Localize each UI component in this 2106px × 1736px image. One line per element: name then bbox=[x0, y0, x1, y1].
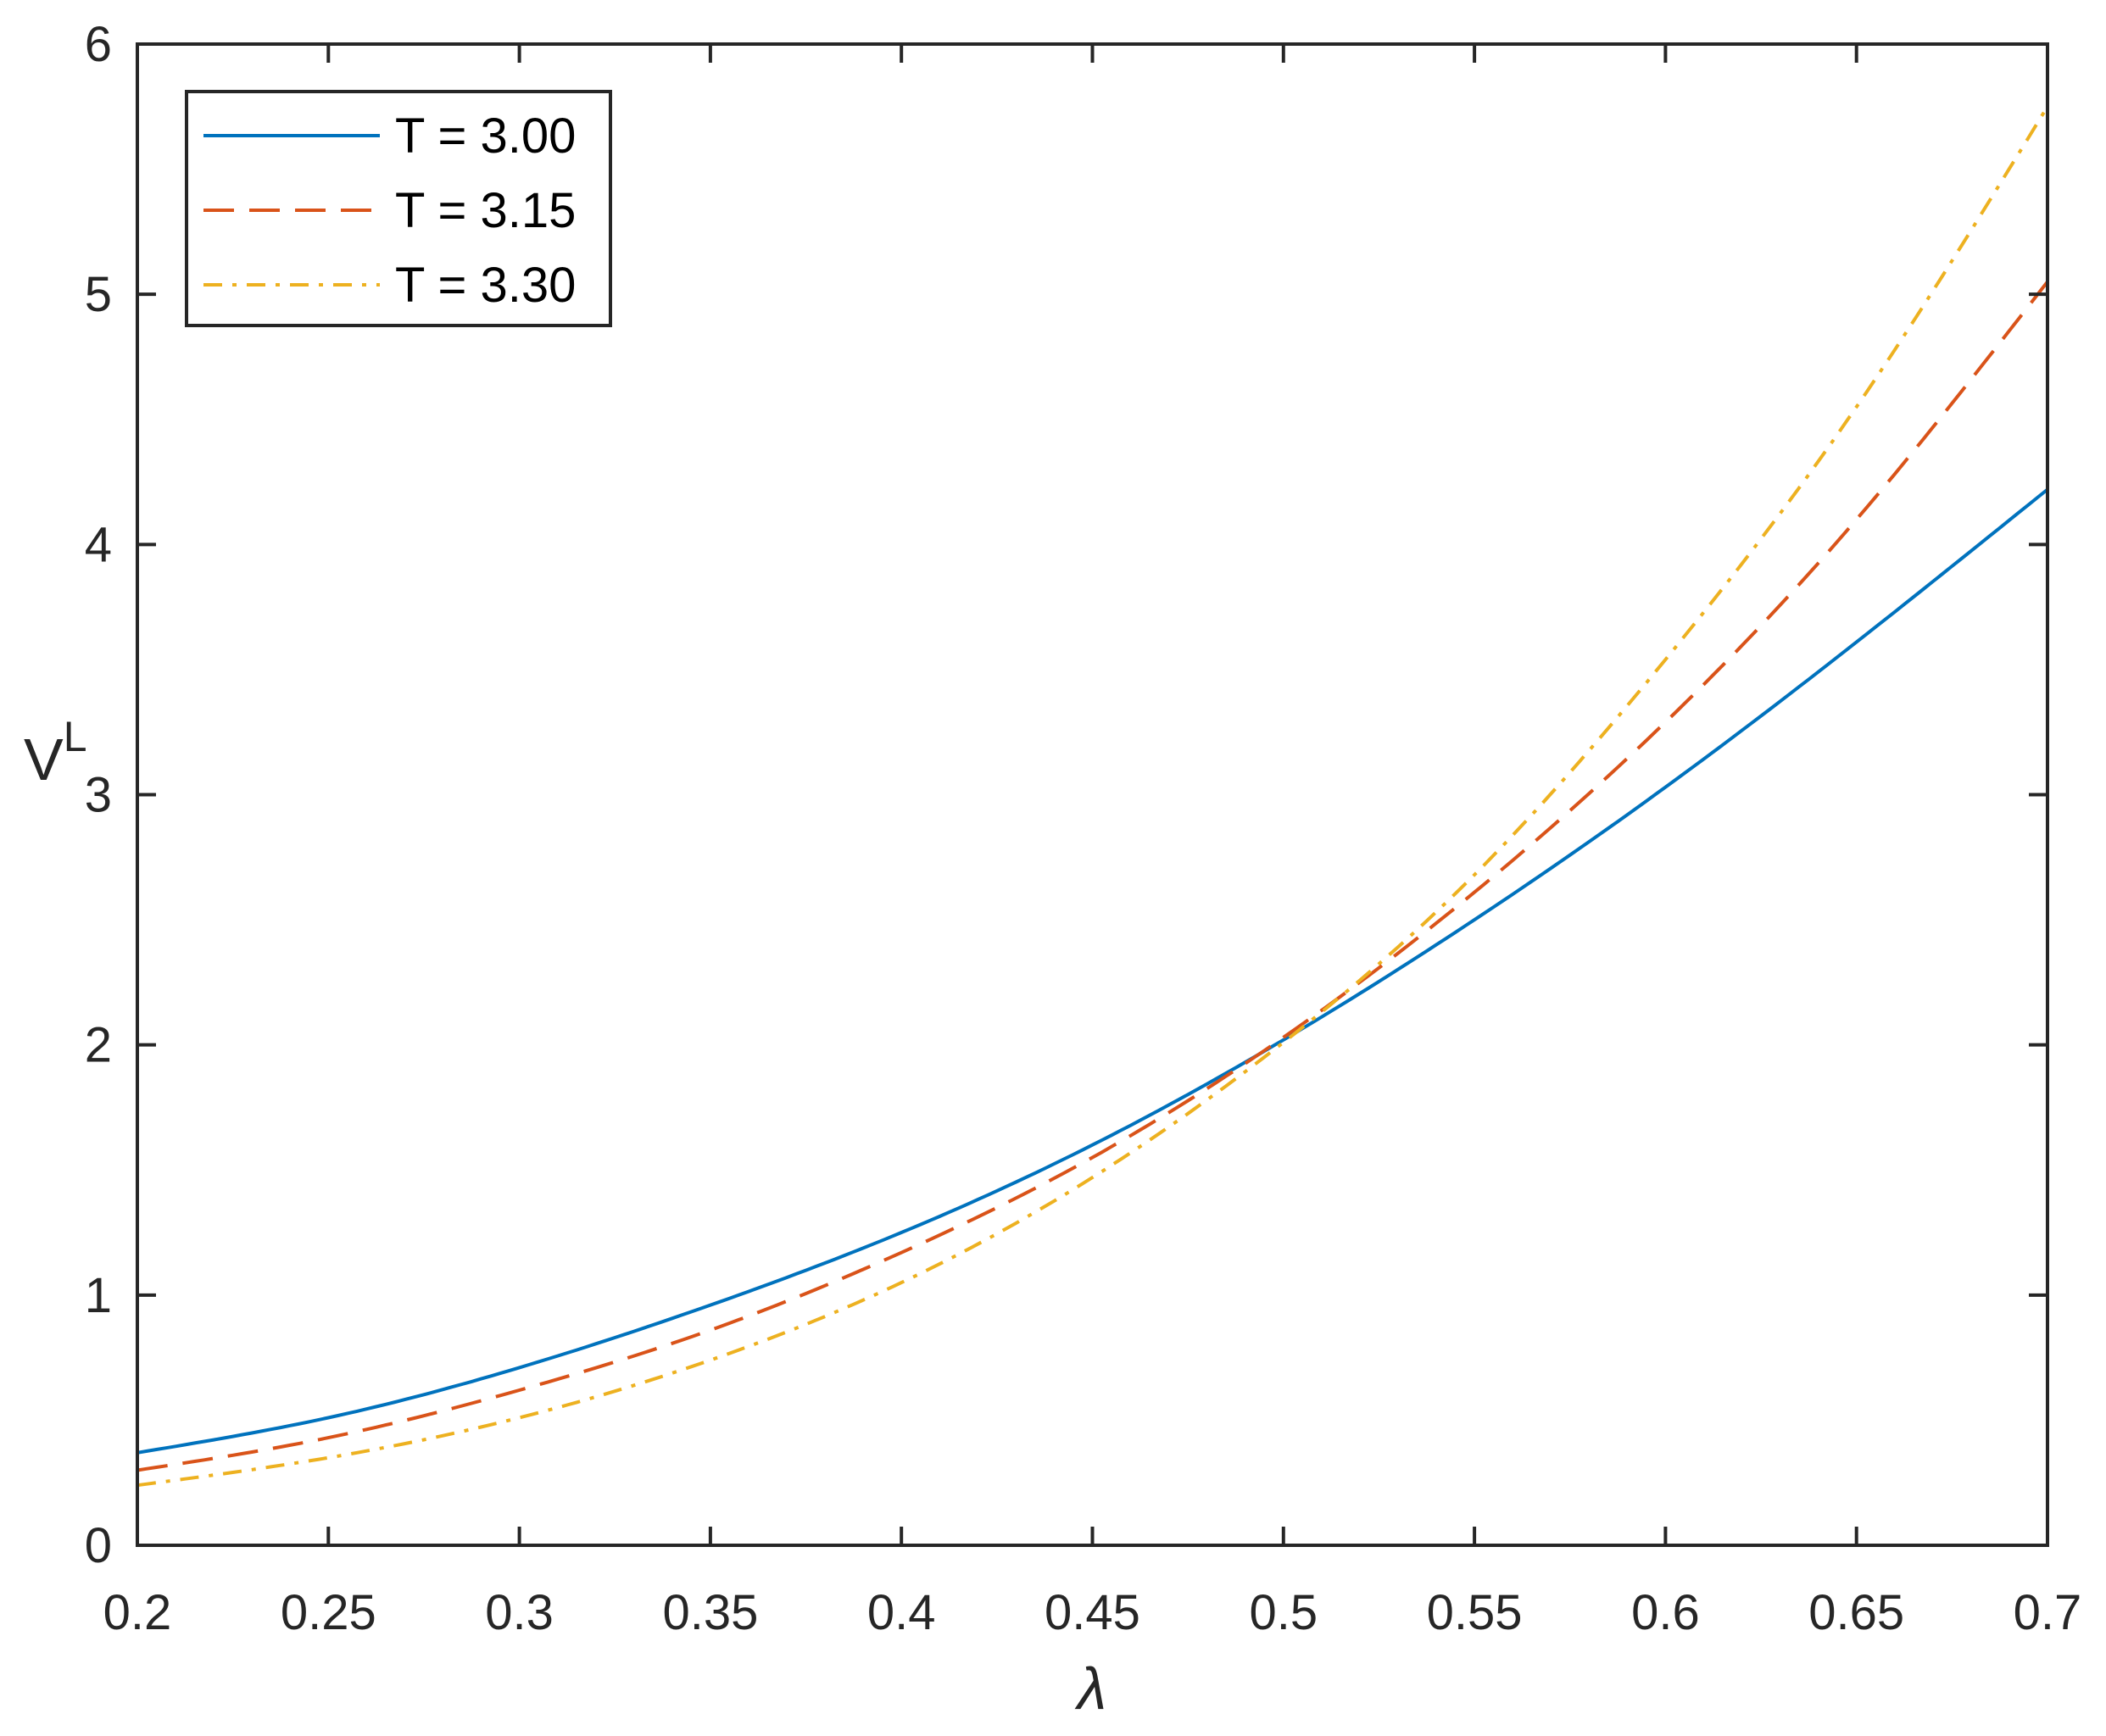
x-tick-label: 0.65 bbox=[1808, 1585, 1904, 1640]
y-tick-label: 2 bbox=[85, 1018, 112, 1073]
y-axis-label-main: V bbox=[24, 726, 64, 793]
y-axis-label: VL bbox=[24, 713, 87, 793]
x-tick-label: 0.7 bbox=[2014, 1585, 2082, 1640]
y-axis-label-superscript: L bbox=[64, 713, 87, 760]
tick-labels-layer: 0.2 0.25 0.3 0.35 0.4 0.45 0.5 0.55 0.6 0.65 0.7 0 1… bbox=[85, 17, 2082, 1640]
series-layer bbox=[136, 105, 2049, 1488]
legend-items: T = 3.00 T = 3.15 T = 3.30 bbox=[203, 108, 576, 313]
series-line-3 bbox=[136, 105, 2049, 1488]
legend: T = 3.00 T = 3.15 T = 3.30 bbox=[185, 90, 612, 327]
y-tick-label: 3 bbox=[85, 768, 112, 823]
plot-frame bbox=[136, 42, 2049, 1547]
ticks-layer bbox=[136, 42, 2049, 1547]
x-tick-label: 0.2 bbox=[103, 1585, 172, 1640]
y-tick-label: 4 bbox=[85, 517, 112, 572]
x-tick-label: 0.45 bbox=[1045, 1585, 1140, 1640]
x-tick-label: 0.3 bbox=[485, 1585, 554, 1640]
x-tick-label: 0.55 bbox=[1427, 1585, 1523, 1640]
x-tick-label: 0.6 bbox=[1631, 1585, 1700, 1640]
y-tick-label: 1 bbox=[85, 1268, 112, 1323]
x-tick-label: 0.35 bbox=[662, 1585, 758, 1640]
legend-label-2: T = 3.15 bbox=[395, 183, 576, 238]
x-tick-label: 0.25 bbox=[281, 1585, 376, 1640]
x-tick-label: 0.5 bbox=[1249, 1585, 1318, 1640]
legend-label-1: T = 3.00 bbox=[395, 108, 576, 164]
y-tick-label: 5 bbox=[85, 267, 112, 322]
series-line-2 bbox=[136, 281, 2049, 1472]
y-tick-label: 0 bbox=[85, 1518, 112, 1573]
x-axis-label: λ bbox=[1074, 1655, 1106, 1722]
legend-label-3: T = 3.30 bbox=[395, 258, 576, 313]
x-tick-label: 0.4 bbox=[867, 1585, 936, 1640]
y-tick-label: 6 bbox=[85, 17, 112, 72]
series-line-1 bbox=[136, 487, 2049, 1455]
